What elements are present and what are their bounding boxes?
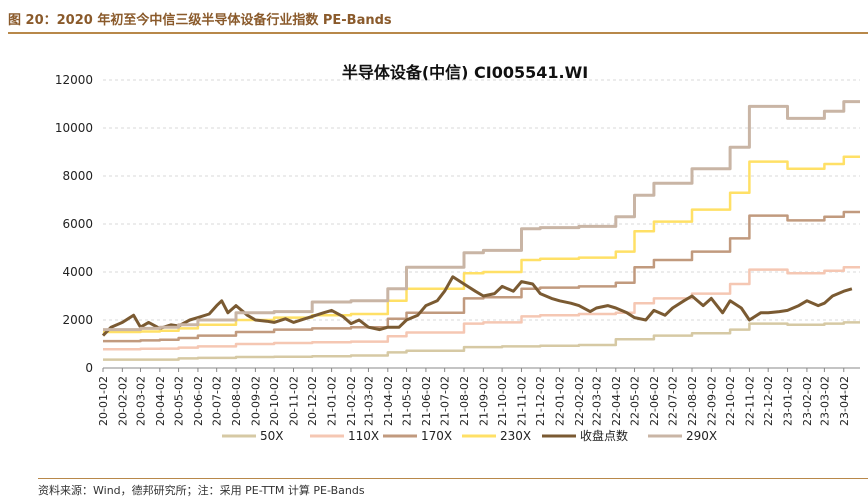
legend-label: 110X (348, 429, 379, 443)
x-tick-label: 20-09-02 (249, 376, 262, 426)
legend-label: 50X (260, 429, 284, 443)
y-tick-label: 6000 (62, 217, 93, 231)
x-tick-label: 23-03-02 (818, 376, 831, 426)
y-tick-label: 0 (85, 361, 93, 375)
x-tick-label: 22-04-02 (610, 376, 623, 426)
x-tick-label: 21-03-02 (362, 376, 375, 426)
x-tick-label: 20-08-02 (230, 376, 243, 426)
x-tick-label: 21-10-02 (496, 376, 509, 426)
series-line (103, 155, 860, 334)
x-tick-label: 21-02-02 (345, 376, 358, 426)
series-line (103, 100, 860, 332)
y-tick-labels: 0 2000 4000 6000 8000 10000 12000 (55, 73, 93, 375)
series-line (101, 275, 853, 337)
x-tick-label: 21-08-02 (458, 376, 471, 426)
y-tick-label: 8000 (62, 169, 93, 183)
x-tick-label: 22-07-02 (667, 376, 680, 426)
x-tick-label: 20-01-02 (97, 376, 110, 426)
series-line (103, 265, 860, 351)
x-tick-label: 22-08-02 (686, 376, 699, 426)
x-tick-label: 21-05-02 (401, 376, 414, 426)
x-tick-label: 21-06-02 (420, 376, 433, 426)
x-tick-label: 20-02-02 (116, 376, 129, 426)
legend-label: 290X (686, 429, 717, 443)
x-tick-label: 21-12-02 (534, 376, 547, 426)
x-tick-label: 23-02-02 (801, 376, 814, 426)
legend-label: 收盘点数 (580, 428, 628, 443)
y-tick-label: 4000 (62, 265, 93, 279)
x-tick-label: 23-04-02 (838, 376, 851, 426)
x-tick-label: 20-04-02 (154, 376, 167, 426)
y-tick-label: 10000 (55, 121, 93, 135)
y-tick-label: 12000 (55, 73, 93, 87)
legend-label: 170X (421, 429, 452, 443)
x-tick-label: 20-12-02 (306, 376, 319, 426)
legend-label: 230X (500, 429, 531, 443)
x-tick-label: 22-02-02 (573, 376, 586, 426)
x-tick-label: 23-01-02 (782, 376, 795, 426)
x-tick-label: 20-05-02 (173, 376, 186, 426)
y-tick-label: 2000 (62, 313, 93, 327)
top-rule (8, 32, 868, 34)
x-tick-label: 21-07-02 (439, 376, 452, 426)
legend: 50X 110X 170X 230X 收盘点数 290X (222, 428, 717, 443)
chart: 半导体设备(中信) CI005541.WI 20-01-02 20-02-02 20… (55, 63, 860, 443)
source-note: 资料来源：Wind，德邦研究所；注：采用 PE-TTM 计算 PE-Bands (38, 484, 365, 497)
x-tick-label: 20-06-02 (192, 376, 205, 426)
x-tick-label: 21-01-02 (326, 376, 339, 426)
x-tick-label: 20-07-02 (211, 376, 224, 426)
series-line (103, 210, 860, 343)
x-tick-label: 22-11-02 (743, 376, 756, 426)
x-tick-label: 21-09-02 (477, 376, 490, 426)
x-tick-label: 22-12-02 (762, 376, 775, 426)
x-tick-label: 22-06-02 (648, 376, 661, 426)
chart-title: 半导体设备(中信) CI005541.WI (342, 63, 588, 82)
x-tick-label: 22-09-02 (705, 376, 718, 426)
series-group (101, 100, 860, 361)
axes (102, 367, 860, 372)
x-tick-label: 22-03-02 (590, 376, 603, 426)
x-tick-label: 20-11-02 (287, 376, 300, 426)
x-tick-label: 22-10-02 (724, 376, 737, 426)
x-tick-labels: 20-01-02 20-02-02 20-03-02 20-04-02 20-05-02… (97, 376, 851, 426)
series-line (103, 321, 860, 361)
x-tick-label: 20-10-02 (268, 376, 281, 426)
x-tick-label: 22-01-02 (554, 376, 567, 426)
x-tick-label: 22-05-02 (629, 376, 642, 426)
bottom-rule (38, 478, 868, 479)
x-tick-label: 21-04-02 (382, 376, 395, 426)
x-tick-label: 21-11-02 (515, 376, 528, 426)
figure-title: 图 20：2020 年初至今中信三级半导体设备行业指数 PE-Bands (8, 13, 392, 28)
x-tick-label: 20-03-02 (134, 376, 147, 426)
